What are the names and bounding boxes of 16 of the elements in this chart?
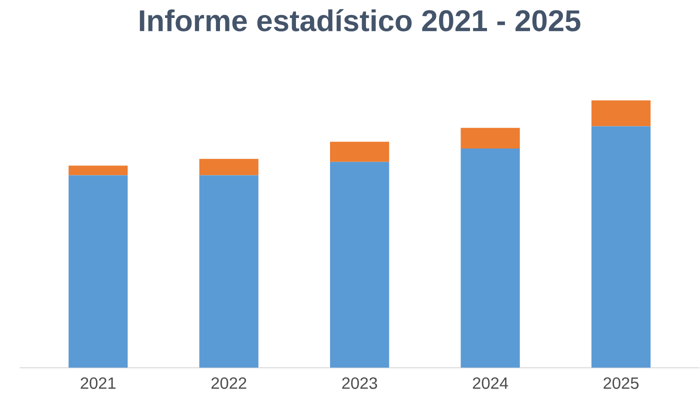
bar [460, 148, 520, 368]
bar [460, 128, 520, 148]
bar [591, 126, 651, 368]
bar [330, 142, 390, 162]
bar [330, 162, 390, 368]
x-tick-label: 2025 [604, 377, 639, 389]
bar [68, 175, 128, 368]
x-tick-label: 2024 [472, 377, 508, 389]
x-tick-label: 2022 [211, 377, 246, 389]
x-tick-label: 2023 [342, 377, 378, 389]
chart-title: Informe estadístico 2021 - 2025 [140, 9, 580, 32]
bar [199, 175, 258, 368]
bar [591, 100, 651, 126]
bar [199, 158, 258, 176]
bar [68, 166, 128, 176]
x-tick-label: 2021 [80, 377, 116, 389]
